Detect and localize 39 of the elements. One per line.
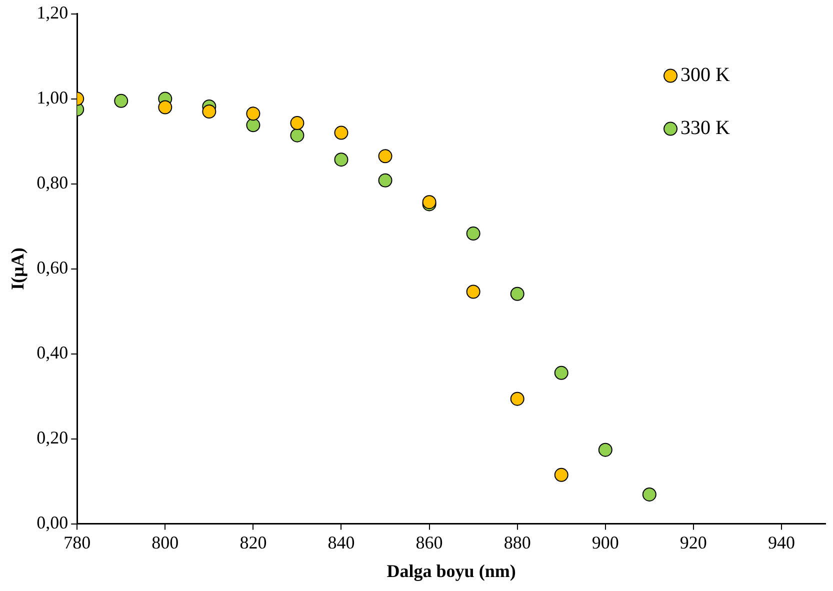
point — [378, 173, 392, 188]
point — [554, 468, 568, 482]
y-tick-label: 0,60 — [36, 258, 68, 278]
y-tick-label: 0,40 — [36, 342, 68, 363]
x-tick-label: 940 — [768, 532, 795, 552]
point — [334, 152, 348, 167]
point — [158, 100, 172, 114]
point — [466, 226, 480, 241]
legend-label: 330 K — [680, 117, 730, 140]
x-tick-label: 900 — [592, 532, 619, 552]
x-tick-label: 780 — [64, 532, 91, 552]
point — [554, 366, 568, 380]
x-tick-label: 880 — [504, 532, 531, 552]
x-axis-title: Dalga boyu (nm) — [386, 560, 516, 581]
point — [246, 118, 260, 132]
x-tick-label: 860 — [416, 532, 443, 552]
y-tick-label: 0,20 — [36, 428, 68, 448]
point — [334, 126, 348, 140]
point — [510, 286, 524, 301]
point — [114, 94, 128, 108]
point — [378, 149, 392, 164]
y-tick-label: 1,00 — [36, 88, 68, 108]
point — [290, 116, 304, 130]
y-tick-label: 0,80 — [36, 172, 68, 193]
point — [510, 392, 524, 406]
point — [246, 106, 260, 121]
y-tick-label: 1,20 — [36, 2, 68, 23]
legend-label: 300 K — [680, 64, 730, 86]
x-tick-label: 920 — [680, 532, 707, 552]
point — [290, 128, 304, 142]
x-tick-label: 800 — [152, 532, 179, 552]
point — [642, 487, 656, 502]
point — [598, 442, 612, 457]
point — [466, 284, 480, 299]
point — [202, 104, 216, 119]
x-tick-label: 820 — [240, 532, 267, 552]
x-tick-label: 840 — [328, 532, 355, 552]
y-tick-label: 0,00 — [36, 512, 68, 533]
y-axis-title: I(µA) — [7, 248, 28, 290]
